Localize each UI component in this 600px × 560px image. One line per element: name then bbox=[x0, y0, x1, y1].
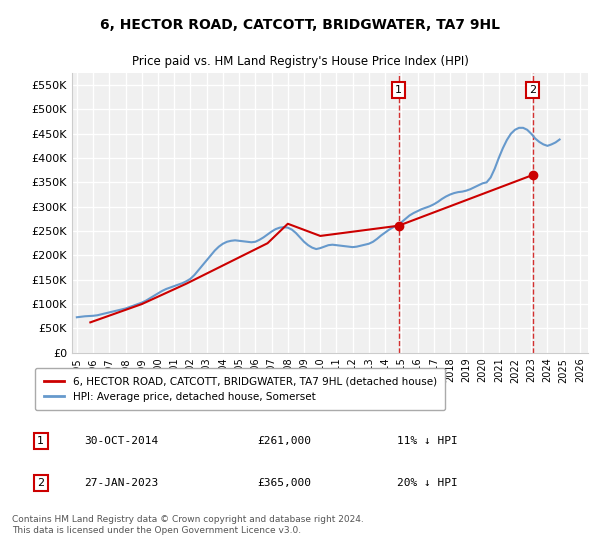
Text: 1: 1 bbox=[37, 436, 44, 446]
Text: 11% ↓ HPI: 11% ↓ HPI bbox=[397, 436, 458, 446]
Legend: 6, HECTOR ROAD, CATCOTT, BRIDGWATER, TA7 9HL (detached house), HPI: Average pric: 6, HECTOR ROAD, CATCOTT, BRIDGWATER, TA7… bbox=[35, 368, 445, 410]
Text: Contains HM Land Registry data © Crown copyright and database right 2024.
This d: Contains HM Land Registry data © Crown c… bbox=[12, 515, 364, 535]
Text: 1: 1 bbox=[395, 85, 402, 95]
Text: 20% ↓ HPI: 20% ↓ HPI bbox=[397, 478, 458, 488]
Text: £365,000: £365,000 bbox=[257, 478, 311, 488]
Text: 6, HECTOR ROAD, CATCOTT, BRIDGWATER, TA7 9HL: 6, HECTOR ROAD, CATCOTT, BRIDGWATER, TA7… bbox=[100, 18, 500, 32]
Text: 2: 2 bbox=[37, 478, 44, 488]
Text: 30-OCT-2014: 30-OCT-2014 bbox=[84, 436, 158, 446]
Text: 27-JAN-2023: 27-JAN-2023 bbox=[84, 478, 158, 488]
Text: £261,000: £261,000 bbox=[257, 436, 311, 446]
Text: 2: 2 bbox=[529, 85, 536, 95]
Text: Price paid vs. HM Land Registry's House Price Index (HPI): Price paid vs. HM Land Registry's House … bbox=[131, 55, 469, 68]
